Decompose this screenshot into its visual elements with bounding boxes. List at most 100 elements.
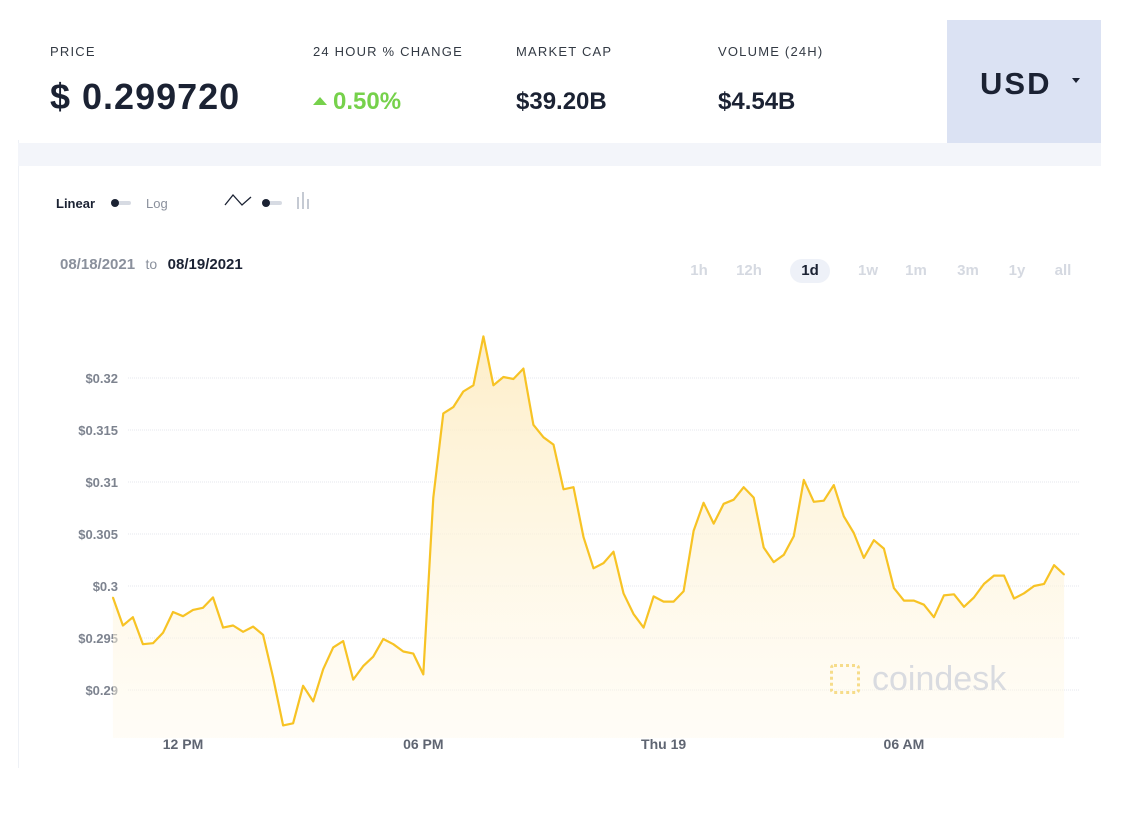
data-point bbox=[803, 479, 805, 481]
data-point bbox=[833, 484, 835, 486]
data-point bbox=[152, 642, 154, 644]
data-point bbox=[1023, 592, 1025, 595]
data-point bbox=[983, 583, 985, 585]
data-point bbox=[1053, 564, 1055, 566]
range-tab-12h[interactable]: 12h bbox=[736, 262, 762, 279]
data-point bbox=[762, 546, 765, 549]
data-point bbox=[813, 501, 815, 503]
data-point bbox=[172, 611, 174, 613]
range-tab-1w[interactable]: 1w bbox=[857, 262, 878, 279]
data-point bbox=[953, 593, 955, 596]
change-value: 0.50% bbox=[333, 88, 402, 115]
data-point bbox=[793, 535, 795, 537]
data-point bbox=[492, 384, 495, 387]
x-tick-label: 06 PM bbox=[403, 736, 443, 752]
data-point bbox=[652, 595, 655, 598]
price-chart[interactable]: $0.32 $0.315 $0.31 $0.305 $0.3 $0.295 $0.29 12… bbox=[0, 300, 1121, 770]
data-point bbox=[552, 443, 555, 446]
caret-down-icon bbox=[1072, 78, 1080, 83]
date-from[interactable]: 08/18/2021 bbox=[60, 256, 136, 273]
range-tab-3m[interactable]: 3m bbox=[957, 262, 979, 279]
change-value-wrap: 0.50% bbox=[313, 88, 401, 116]
currency-label: USD bbox=[980, 66, 1052, 101]
data-point bbox=[302, 685, 304, 687]
stats-bar: PRICE $ 0.299720 24 HOUR % CHANGE 0.50% … bbox=[30, 20, 947, 143]
data-point bbox=[973, 596, 975, 599]
data-point bbox=[332, 646, 335, 649]
range-tab-1h[interactable]: 1h bbox=[690, 262, 708, 279]
data-point bbox=[662, 600, 665, 603]
data-point bbox=[712, 522, 715, 525]
price-line bbox=[111, 335, 1065, 727]
price-area bbox=[112, 336, 1065, 738]
data-point bbox=[482, 335, 485, 338]
data-point bbox=[422, 673, 425, 676]
data-point bbox=[1063, 573, 1065, 576]
market-cap-value: $39.20B bbox=[516, 88, 607, 115]
data-point bbox=[642, 626, 645, 629]
data-point bbox=[282, 724, 284, 727]
data-point bbox=[342, 640, 345, 642]
data-point bbox=[382, 638, 385, 640]
candlestick-chart-icon[interactable] bbox=[296, 191, 312, 211]
data-points bbox=[112, 335, 1065, 727]
y-tick-label: $0.29 bbox=[85, 683, 118, 698]
data-point bbox=[372, 655, 375, 658]
data-point bbox=[1043, 583, 1045, 585]
date-to[interactable]: 08/19/2021 bbox=[167, 256, 243, 273]
data-point bbox=[893, 587, 895, 589]
data-point bbox=[923, 603, 925, 606]
data-point bbox=[292, 722, 294, 725]
data-point bbox=[742, 486, 745, 488]
volume-label: VOLUME (24H) bbox=[718, 44, 824, 59]
range-tab-1y[interactable]: 1y bbox=[1008, 262, 1026, 279]
section-divider bbox=[18, 143, 1101, 166]
data-point bbox=[412, 652, 415, 655]
data-point bbox=[863, 557, 865, 559]
data-point bbox=[823, 499, 825, 502]
data-point bbox=[612, 550, 615, 553]
y-tick-label: $0.305 bbox=[78, 527, 118, 542]
data-point bbox=[903, 599, 905, 602]
data-point bbox=[722, 503, 725, 505]
data-point bbox=[312, 700, 315, 703]
data-point bbox=[432, 496, 435, 499]
data-point bbox=[392, 643, 395, 645]
left-border bbox=[18, 140, 19, 768]
data-point bbox=[592, 567, 595, 570]
range-tab-all[interactable]: all bbox=[1054, 262, 1072, 279]
data-point bbox=[702, 502, 705, 504]
scale-toggle[interactable] bbox=[111, 198, 135, 208]
range-tabs: 1h 12h 1d 1w 1m 3m 1y all bbox=[0, 259, 1121, 283]
data-point bbox=[202, 607, 204, 609]
data-point bbox=[362, 665, 365, 667]
log-label[interactable]: Log bbox=[146, 196, 168, 211]
currency-dropdown[interactable]: USD bbox=[947, 20, 1101, 143]
linear-label[interactable]: Linear bbox=[56, 196, 96, 211]
data-point bbox=[1003, 574, 1005, 577]
x-tick-label: 12 PM bbox=[163, 736, 203, 752]
data-point bbox=[692, 530, 695, 532]
data-point bbox=[262, 634, 264, 636]
data-point bbox=[472, 384, 475, 387]
coindesk-logo-icon bbox=[830, 664, 860, 694]
line-chart-icon[interactable] bbox=[224, 192, 252, 208]
data-point bbox=[322, 668, 325, 670]
data-point bbox=[772, 561, 775, 563]
range-tab-1d[interactable]: 1d bbox=[790, 259, 830, 283]
date-to-word: to bbox=[145, 256, 158, 272]
data-point bbox=[602, 562, 605, 564]
range-tab-1m[interactable]: 1m bbox=[905, 262, 927, 279]
data-point bbox=[993, 574, 995, 577]
y-tick-label: $0.315 bbox=[78, 423, 118, 438]
data-point bbox=[232, 624, 234, 627]
data-point bbox=[252, 625, 254, 628]
data-point bbox=[122, 624, 124, 627]
chart-type-toggle[interactable] bbox=[262, 198, 286, 208]
data-point bbox=[572, 486, 575, 488]
data-point bbox=[352, 678, 355, 681]
data-point bbox=[672, 600, 675, 603]
data-point bbox=[142, 643, 144, 645]
data-point bbox=[512, 378, 515, 380]
data-point bbox=[222, 626, 224, 629]
